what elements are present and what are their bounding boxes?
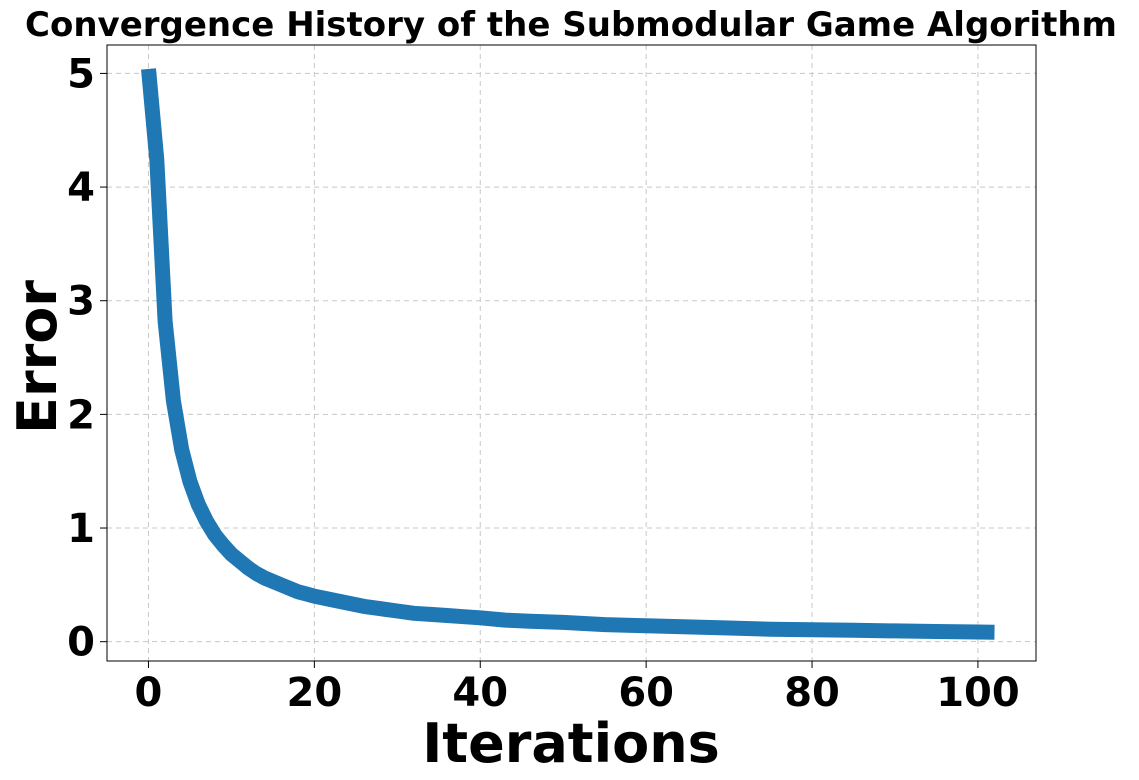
y-axis-label: Error [6, 280, 69, 434]
x-tick-label: 100 [936, 670, 1020, 716]
x-axis-label: Iterations [422, 712, 720, 775]
plot-area-frame [106, 44, 1037, 662]
y-tick-label: 2 [67, 392, 95, 438]
grid-lines [107, 45, 1036, 661]
x-tick-label: 80 [784, 670, 840, 716]
error-series-line [141, 68, 995, 640]
y-tick-label: 4 [67, 165, 95, 211]
y-tick-label: 3 [67, 279, 95, 325]
x-tick-label: 0 [135, 670, 163, 716]
x-tick-label: 20 [287, 670, 343, 716]
chart-title: Convergence History of the Submodular Ga… [25, 5, 1117, 45]
y-tick-label: 1 [67, 506, 95, 552]
y-tick-label: 5 [67, 51, 95, 97]
axis-ticks: 0 20 40 60 80 100 0 1 2 3 4 5 [67, 51, 1020, 716]
series-layer [141, 68, 995, 640]
x-tick-label: 60 [618, 670, 674, 716]
y-tick-label: 0 [67, 620, 95, 666]
x-tick-label: 40 [452, 670, 508, 716]
